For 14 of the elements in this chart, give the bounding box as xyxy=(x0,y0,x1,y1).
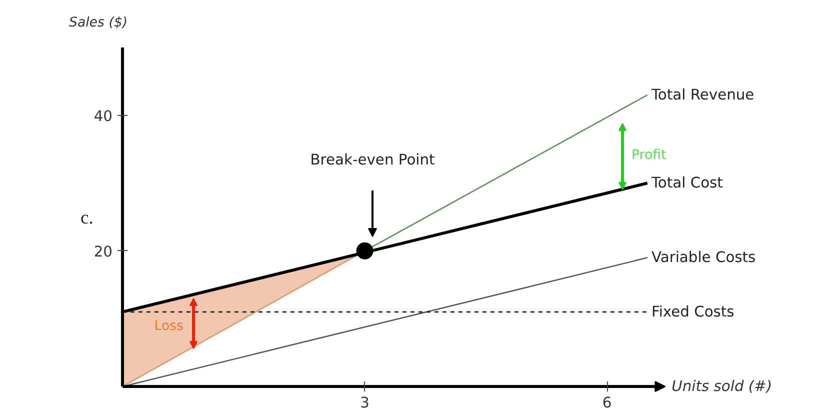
annotation: Profit xyxy=(632,148,666,163)
annotation: Loss xyxy=(154,319,184,334)
annotation: Break-even Point xyxy=(310,152,436,168)
y-tick-label: 40 xyxy=(94,108,113,125)
series-label: Total Revenue xyxy=(650,86,754,104)
series-label: Total Cost xyxy=(650,174,724,192)
x-tick-label: 6 xyxy=(602,394,612,412)
text: c. xyxy=(80,208,94,228)
x-axis-title: Units sold (#) xyxy=(672,378,772,395)
series-label: Fixed Costs xyxy=(651,303,734,320)
series-label: Variable Costs xyxy=(651,249,756,266)
y-axis-title: Sales ($) xyxy=(68,16,128,31)
x-tick-label: 3 xyxy=(360,394,370,412)
y-tick-label: 20 xyxy=(94,243,113,260)
